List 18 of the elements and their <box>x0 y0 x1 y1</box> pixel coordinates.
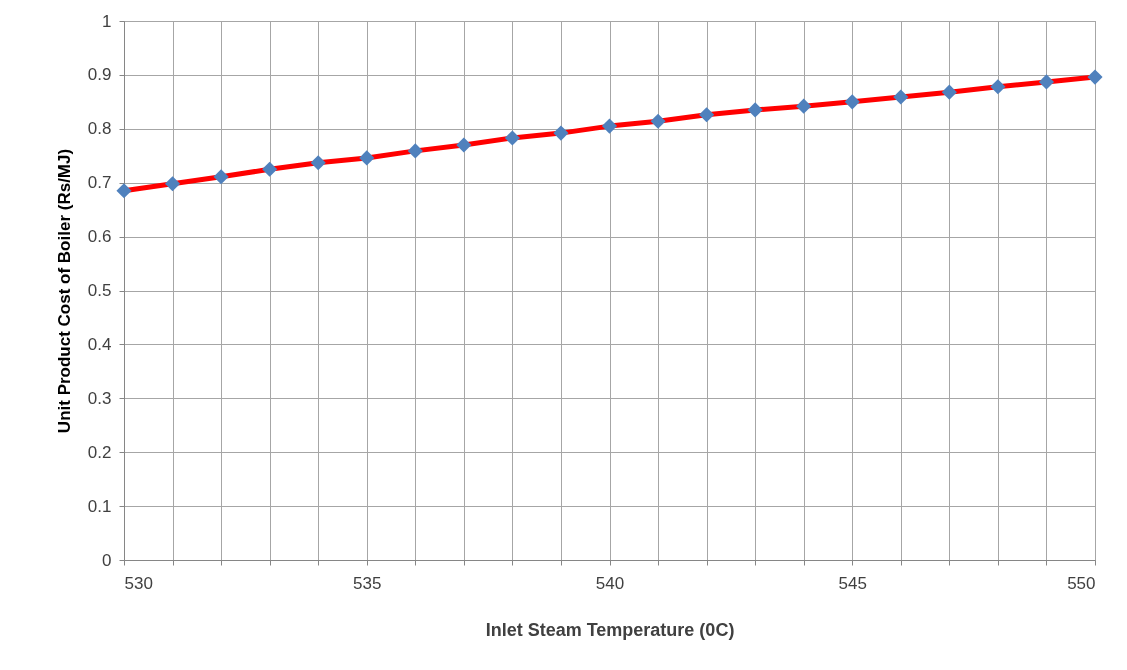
y-tick-label: 0.8 <box>87 119 112 139</box>
x-axis-title: Inlet Steam Temperature (0C) <box>485 619 735 640</box>
y-tick-label: 0.3 <box>87 388 112 408</box>
y-tick-label: 0 <box>102 550 112 570</box>
y-tick-label: 0.2 <box>87 442 112 462</box>
y-tick-label: 0.6 <box>87 227 112 247</box>
y-tick-label: 0.1 <box>87 496 112 516</box>
x-tick-label: 545 <box>838 573 867 593</box>
y-tick-label: 0.7 <box>87 173 112 193</box>
x-tick-label: 550 <box>1067 573 1096 593</box>
y-tick-label: 1 <box>102 11 112 31</box>
y-tick-label: 0.5 <box>87 281 112 300</box>
x-tick-label: 530 <box>124 573 153 593</box>
y-tick-label: 0.9 <box>87 65 112 85</box>
x-tick-label: 540 <box>595 573 625 593</box>
y-axis-title: Unit Product Cost of Boiler (Rs/MJ) <box>54 148 74 434</box>
x-tick-label: 535 <box>353 573 382 593</box>
y-tick-label: 0.4 <box>87 334 112 354</box>
